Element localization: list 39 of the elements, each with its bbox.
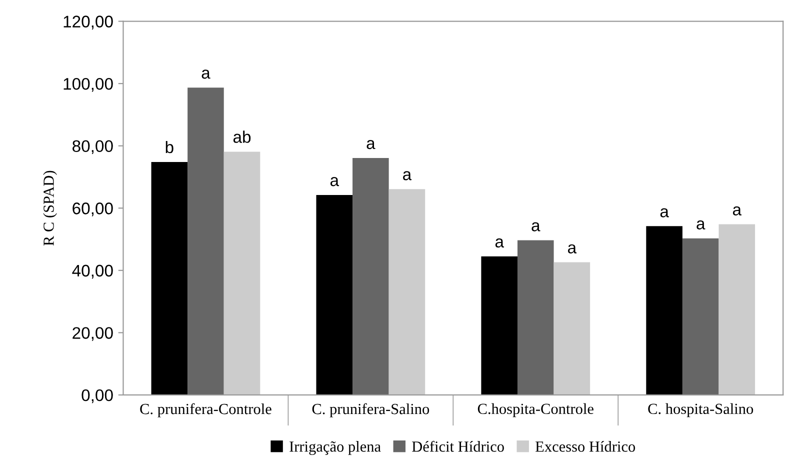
y-tick-label: 0,00 (82, 389, 113, 404)
data-label: a (202, 70, 210, 79)
x-tick-label: C.hospita-Controle (478, 403, 594, 418)
x-tick-label: C. hospita-Salino (648, 403, 754, 418)
y-axis-title: R C (SPAD) (43, 170, 57, 246)
data-label: a (495, 238, 504, 248)
y-tick-label: 20,00 (72, 327, 113, 341)
bar (554, 262, 590, 395)
data-label: a (403, 171, 412, 180)
bar (151, 162, 188, 395)
y-tick-label: 100,00 (64, 78, 113, 92)
bar (682, 238, 719, 395)
y-tick-label: 120,00 (64, 16, 113, 30)
bar (646, 226, 682, 395)
bar (517, 240, 554, 395)
legend-label: Irrigação plena (290, 441, 381, 455)
y-tick-label: 60,00 (72, 202, 113, 216)
data-label: ab (233, 130, 251, 143)
x-tick-label: C. prunifera-Salino (312, 403, 430, 418)
data-label: a (696, 220, 706, 230)
legend-label: Excesso Hídrico (536, 440, 636, 452)
data-label: a (330, 177, 340, 186)
bar (224, 152, 260, 395)
data-label: a (366, 140, 376, 150)
bar (718, 224, 756, 395)
bar (188, 88, 224, 395)
data-label: a (568, 244, 577, 254)
y-tick-label: 80,00 (72, 140, 113, 154)
data-label: a (660, 208, 669, 218)
bar (388, 189, 426, 395)
data-label: a (732, 206, 742, 216)
bar (316, 195, 353, 395)
data-label: a (532, 222, 540, 232)
bar (352, 158, 389, 395)
legend-label: Déficit Hídrico (412, 440, 504, 452)
x-tick-label: C. prunifera-Controle (140, 403, 272, 418)
data-label: b (166, 140, 174, 154)
y-tick-label: 40,00 (72, 264, 113, 279)
bar (481, 256, 518, 395)
